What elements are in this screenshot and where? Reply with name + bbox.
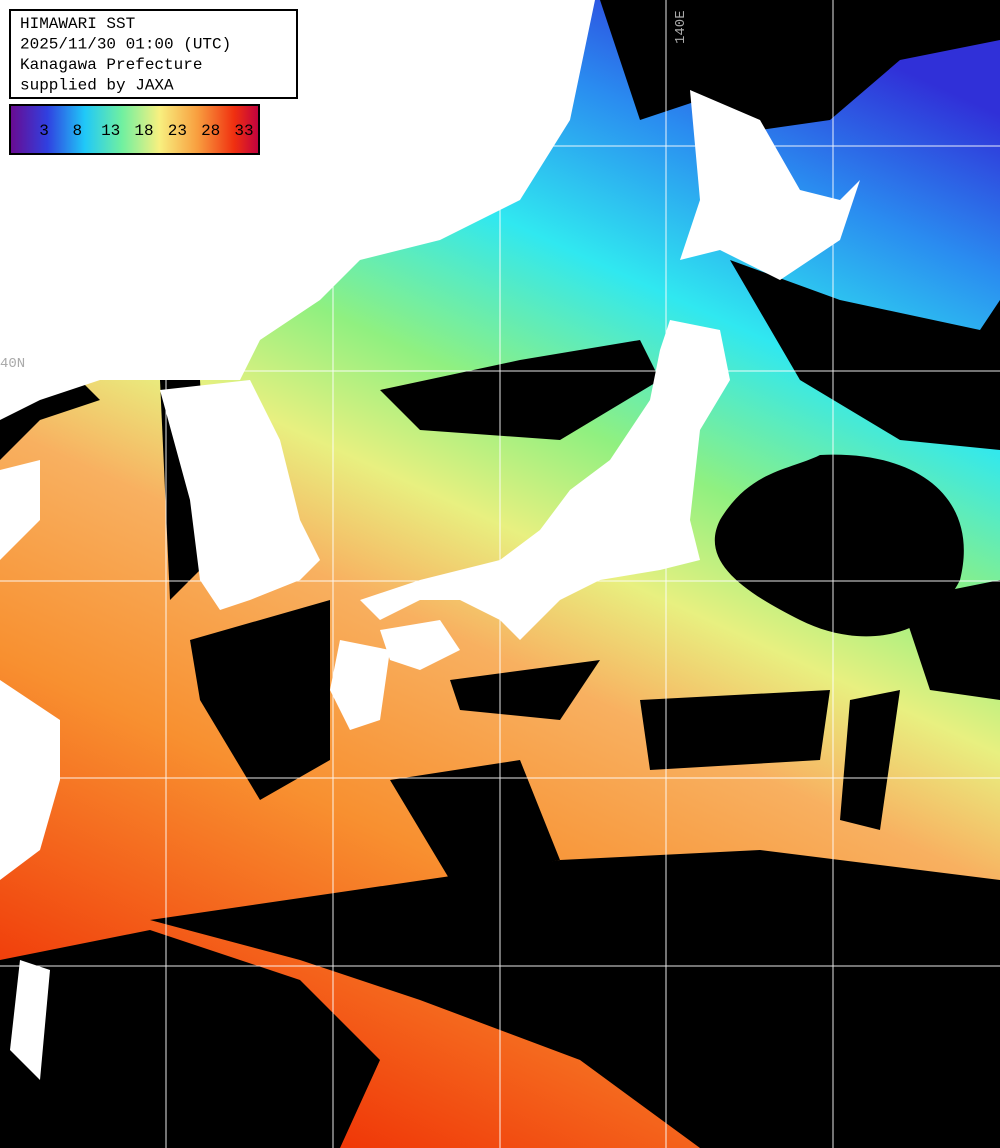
header-line: 2025/11/30 01:00 (UTC)	[20, 36, 231, 54]
colorbar-ticks: 3 8 13 18 23 28 33	[39, 122, 253, 140]
colorbar-tick-label: 23	[168, 122, 187, 140]
info-box	[9, 9, 298, 99]
header: HIMAWARI SST 2025/11/30 01:00 (UTC) Kanaga…	[20, 15, 231, 95]
colorbar-tick-label: 8	[73, 122, 83, 140]
colorbar-tick-label: 18	[134, 122, 153, 140]
colorbar-tick-label: 33	[234, 122, 253, 140]
colorbar-tick-label: 13	[101, 122, 120, 140]
colorbar-tick-label: 3	[39, 122, 49, 140]
header-line: Kanagawa Prefecture	[20, 56, 202, 74]
colorbar-tick-label: 28	[201, 122, 220, 140]
header-line: HIMAWARI SST	[20, 15, 135, 33]
colorbar	[9, 104, 260, 155]
longitude-label: 140E	[673, 10, 689, 44]
latitude-label: 40N	[0, 356, 25, 372]
header-line: supplied by JAXA	[20, 77, 174, 95]
